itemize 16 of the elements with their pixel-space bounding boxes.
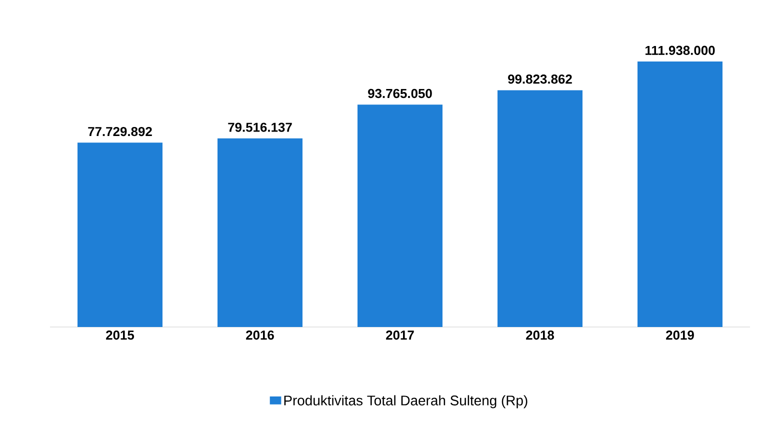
x-tick-label: 2019 (666, 330, 694, 340)
data-label: 93.765.050 (368, 88, 432, 98)
x-tick-label: 2015 (106, 330, 134, 340)
bar (358, 104, 443, 327)
bar (78, 142, 162, 327)
x-tick-label: 2016 (246, 330, 274, 340)
data-label: 79.516.137 (228, 122, 292, 132)
legend-label: Produktivitas Total Daerah Sulteng (Rp) (284, 395, 528, 408)
x-tick-label: 2018 (526, 330, 554, 340)
data-label: 99.823.862 (508, 74, 572, 84)
x-tick-label: 2017 (386, 330, 414, 340)
bar (638, 62, 723, 327)
bar (498, 90, 583, 327)
bar (218, 138, 303, 327)
data-label: 77.729.892 (88, 126, 152, 136)
data-label: 111.938.000 (646, 46, 715, 55)
